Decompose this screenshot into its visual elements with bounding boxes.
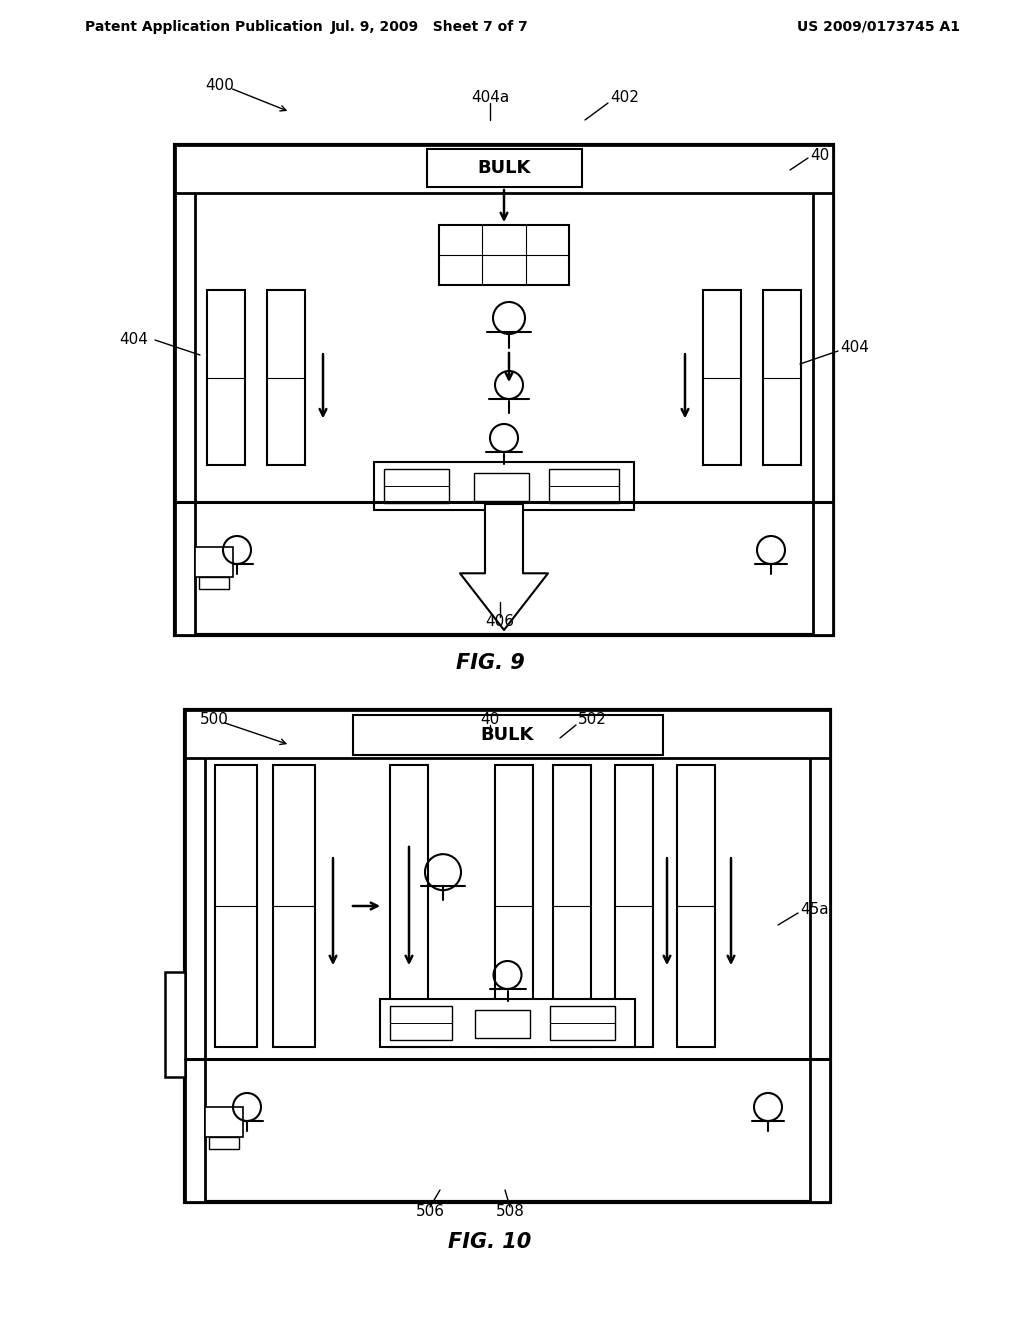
Bar xyxy=(205,1107,243,1137)
Bar xyxy=(474,473,529,502)
Text: 40: 40 xyxy=(810,148,829,162)
Text: FIG. 10: FIG. 10 xyxy=(449,1232,531,1251)
Text: Patent Application Publication: Patent Application Publication xyxy=(85,20,323,34)
Text: 506: 506 xyxy=(416,1204,444,1220)
Bar xyxy=(175,145,833,635)
Text: 500: 500 xyxy=(200,713,229,727)
Bar xyxy=(185,710,205,1203)
Text: FIG. 9: FIG. 9 xyxy=(456,653,524,673)
Bar xyxy=(374,462,634,510)
Bar xyxy=(550,1006,615,1040)
Bar xyxy=(215,766,257,1047)
Bar xyxy=(175,145,833,193)
Bar xyxy=(763,290,801,465)
Bar xyxy=(199,577,229,589)
Bar xyxy=(267,290,305,465)
Text: 404a: 404a xyxy=(471,91,509,106)
Text: Jul. 9, 2009   Sheet 7 of 7: Jul. 9, 2009 Sheet 7 of 7 xyxy=(331,20,528,34)
Bar xyxy=(185,710,830,1203)
Bar xyxy=(165,972,185,1077)
Bar xyxy=(352,715,663,755)
Text: BULK: BULK xyxy=(477,158,530,177)
Text: 402: 402 xyxy=(610,91,639,106)
Text: 404: 404 xyxy=(119,333,148,347)
Bar xyxy=(439,224,569,285)
Bar xyxy=(677,766,715,1047)
Text: 40: 40 xyxy=(480,713,500,727)
Bar xyxy=(495,766,534,1047)
Bar xyxy=(810,710,830,1203)
Bar xyxy=(207,290,245,465)
Bar xyxy=(390,766,428,1047)
Text: 406: 406 xyxy=(485,615,514,630)
Text: 404: 404 xyxy=(840,341,869,355)
Bar xyxy=(813,145,833,635)
Bar xyxy=(273,766,315,1047)
Text: 45a: 45a xyxy=(800,903,828,917)
Text: US 2009/0173745 A1: US 2009/0173745 A1 xyxy=(797,20,961,34)
Bar xyxy=(195,546,233,577)
Bar xyxy=(549,469,618,503)
Text: 400: 400 xyxy=(205,78,233,92)
Text: 502: 502 xyxy=(578,713,607,727)
Bar xyxy=(615,766,653,1047)
Bar xyxy=(175,145,195,635)
Bar xyxy=(380,999,635,1047)
Text: BULK: BULK xyxy=(481,726,535,744)
Bar xyxy=(185,710,830,758)
Text: 508: 508 xyxy=(496,1204,524,1220)
Polygon shape xyxy=(460,504,548,630)
Bar xyxy=(475,1010,530,1038)
Bar xyxy=(390,1006,452,1040)
Bar xyxy=(209,1137,239,1148)
Bar xyxy=(427,149,582,187)
Bar xyxy=(703,290,741,465)
Bar xyxy=(384,469,449,503)
Bar xyxy=(553,766,591,1047)
